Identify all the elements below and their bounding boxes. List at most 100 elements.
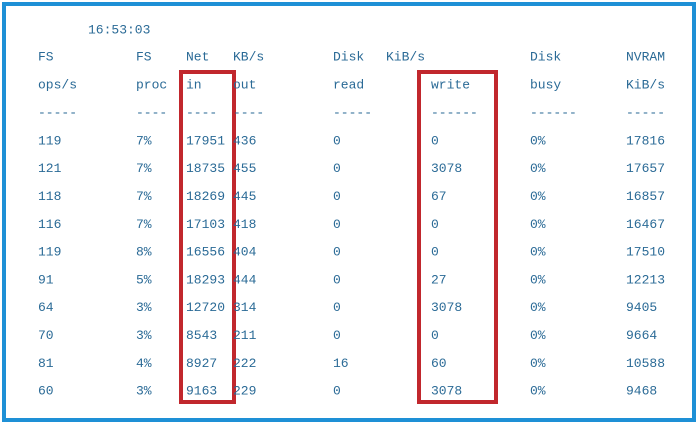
header-cell: KiB/s — [386, 49, 425, 64]
header-cell: KB/s — [233, 49, 264, 64]
header-cell: KiB/s — [626, 77, 665, 92]
header-cell: ------ — [530, 105, 577, 120]
data-cell: 0 — [431, 217, 439, 232]
data-cell: 0% — [530, 133, 546, 148]
data-cell: 0% — [530, 384, 546, 399]
header-cell: busy — [530, 77, 561, 92]
data-cell: 211 — [233, 328, 257, 343]
data-cell: 404 — [233, 245, 257, 260]
data-cell: 0% — [530, 300, 546, 315]
data-cell: 222 — [233, 356, 256, 371]
data-cell: 3% — [136, 300, 152, 315]
data-cell: 119 — [38, 133, 61, 148]
data-cell: 0 — [333, 161, 341, 176]
header-cell: proc — [136, 77, 167, 92]
data-cell: 7% — [136, 161, 152, 176]
data-cell: 8543 — [186, 328, 217, 343]
data-cell: 3078 — [431, 161, 462, 176]
data-cell: 60 — [38, 384, 54, 399]
header-cell: in — [186, 77, 202, 92]
data-cell: 0 — [431, 133, 439, 148]
data-cell: 91 — [38, 272, 54, 287]
data-cell: 0 — [431, 328, 439, 343]
header-cell: Disk — [333, 49, 364, 64]
data-cell: 17657 — [626, 161, 665, 176]
header-cell: Disk — [530, 49, 561, 64]
data-cell: 16857 — [626, 189, 665, 204]
header-cell: write — [431, 77, 470, 92]
data-cell: 0 — [333, 189, 341, 204]
data-cell: 64 — [38, 300, 54, 315]
data-cell: 0% — [530, 356, 546, 371]
data-cell: 0 — [431, 245, 439, 260]
data-cell: 16467 — [626, 217, 665, 232]
data-cell: 17103 — [186, 217, 225, 232]
header-cell: NVRAM — [626, 49, 665, 64]
data-cell: 4% — [136, 356, 152, 371]
data-cell: 314 — [233, 300, 257, 315]
data-cell: 5% — [136, 272, 152, 287]
data-cell: 17816 — [626, 133, 665, 148]
header-cell: ---- — [136, 105, 167, 120]
data-cell: 119 — [38, 245, 61, 260]
data-cell: 116 — [38, 217, 61, 232]
data-cell: 0 — [333, 133, 341, 148]
data-cell: 8% — [136, 245, 152, 260]
data-cell: 121 — [38, 161, 62, 176]
data-cell: 0% — [530, 217, 546, 232]
data-cell: 27 — [431, 272, 447, 287]
data-cell: 12720 — [186, 300, 225, 315]
data-cell: 9664 — [626, 328, 657, 343]
data-cell: 9405 — [626, 300, 657, 315]
data-cell: 3% — [136, 384, 152, 399]
data-cell: 7% — [136, 133, 152, 148]
header-cell: out — [233, 77, 256, 92]
data-cell: 118 — [38, 189, 61, 204]
header-cell: FS — [38, 49, 54, 64]
data-cell: 0% — [530, 189, 546, 204]
data-cell: 0 — [333, 384, 341, 399]
highlight-write — [417, 70, 498, 404]
timestamp: 16:53:03 — [88, 22, 150, 37]
data-cell: 229 — [233, 384, 256, 399]
data-cell: 16556 — [186, 245, 225, 260]
data-cell: 81 — [38, 356, 54, 371]
header-cell: ---- — [233, 105, 264, 120]
data-cell: 3% — [136, 328, 152, 343]
data-cell: 455 — [233, 161, 256, 176]
data-cell: 436 — [233, 133, 256, 148]
header-cell: ----- — [333, 105, 372, 120]
header-cell: ------ — [431, 105, 478, 120]
data-cell: 9163 — [186, 384, 217, 399]
header-cell: ----- — [38, 105, 77, 120]
data-cell: 7% — [136, 217, 152, 232]
data-cell: 0% — [530, 272, 546, 287]
data-cell: 10588 — [626, 356, 665, 371]
data-cell: 0% — [530, 161, 546, 176]
data-cell: 0 — [333, 245, 341, 260]
data-cell: 70 — [38, 328, 54, 343]
data-cell: 444 — [233, 272, 257, 287]
data-cell: 0 — [333, 217, 341, 232]
data-cell: 18293 — [186, 272, 225, 287]
data-cell: 17951 — [186, 133, 225, 148]
header-cell: ops/s — [38, 77, 77, 92]
data-cell: 16 — [333, 356, 349, 371]
data-cell: 18735 — [186, 161, 225, 176]
header-cell: ---- — [186, 105, 217, 120]
data-cell: 67 — [431, 189, 447, 204]
data-cell: 3078 — [431, 384, 462, 399]
data-cell: 7% — [136, 189, 152, 204]
header-cell: read — [333, 77, 364, 92]
data-cell: 60 — [431, 356, 447, 371]
data-cell: 0 — [333, 328, 341, 343]
highlight-in — [179, 70, 236, 404]
header-cell: FS — [136, 49, 152, 64]
data-cell: 8927 — [186, 356, 217, 371]
header-cell: ----- — [626, 105, 665, 120]
data-cell: 0 — [333, 300, 341, 315]
data-cell: 9468 — [626, 384, 657, 399]
